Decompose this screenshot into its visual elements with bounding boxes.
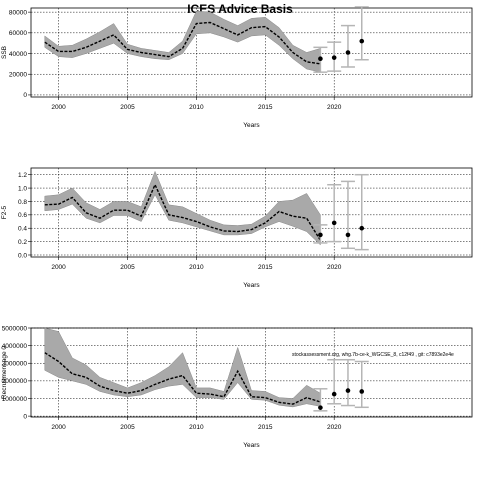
plot-frame xyxy=(30,167,473,258)
y-axis-label: Recruitment age 0 xyxy=(1,346,8,399)
y-tick-label: 0.0 xyxy=(18,252,27,259)
panels: 2000 2005 2010 2015 202002000040000600008000… xyxy=(1,6,473,449)
x-axis-label: Years xyxy=(243,122,260,129)
x-tick-label: 2010 xyxy=(189,264,204,271)
data-point xyxy=(318,232,323,238)
panel-2: 2000 2005 2010 2015 2020 0.0 0.2 0.4 0.6 0.8 1.0 1.… xyxy=(1,167,473,289)
y-tick-label: 20000 xyxy=(9,72,27,79)
y-tick-label: 0.6 xyxy=(18,212,27,219)
panel-3: 2000 2005 2010 2015 2020 0 1000000 2000000 30000… xyxy=(1,325,473,449)
x-tick-label: 2015 xyxy=(258,104,273,111)
y-tick-label: 80000 xyxy=(9,9,27,16)
x-tick-label: 2020 xyxy=(327,264,342,271)
data-point xyxy=(331,391,337,397)
x-tick-label: 2000 xyxy=(51,104,66,111)
y-tick-label: 2000000 xyxy=(2,378,28,385)
data-point xyxy=(331,55,337,60)
data-point xyxy=(359,389,365,394)
panel-1: 2000 2005 2010 2015 2020 0 20000 40000 60000 8000… xyxy=(1,6,473,129)
confidence-band xyxy=(44,170,321,246)
x-tick-label: 2005 xyxy=(120,424,135,431)
x-tick-label: 2000 xyxy=(51,424,66,431)
x-tick-label: 2000 xyxy=(51,264,66,271)
x-tick-label: 2020 xyxy=(327,104,342,111)
y-tick-label: 1000000 xyxy=(2,396,28,403)
x-tick-label: 2015 xyxy=(258,424,273,431)
x-axis-label: Years xyxy=(243,442,260,449)
data-point xyxy=(318,56,323,62)
estimate-line xyxy=(44,183,322,241)
y-tick-label: 5000000 xyxy=(2,325,28,332)
estimate-line xyxy=(44,352,321,405)
data-point xyxy=(359,38,365,44)
data-point xyxy=(359,225,365,231)
y-tick-label: 1.2 xyxy=(18,172,27,179)
data-point xyxy=(331,220,337,226)
y-tick-label: 3000000 xyxy=(2,361,28,368)
y-axis-label: SSB xyxy=(1,46,8,59)
plot-frame xyxy=(30,7,473,98)
y-axis-label: F2-5 xyxy=(1,205,8,219)
y-tick-label: 0 xyxy=(23,92,27,99)
data-point xyxy=(345,388,351,393)
x-tick-label: 2005 xyxy=(120,104,135,111)
x-tick-label: 2010 xyxy=(189,104,204,111)
y-tick-label: 0.4 xyxy=(18,226,27,233)
assessment-annotation: stockassessment.org, whg.7b-ce-k_WGCSE_8… xyxy=(292,352,454,358)
x-axis-label: Years xyxy=(243,282,260,289)
x-tick-label: 2010 xyxy=(189,424,204,431)
y-tick-label: 0.8 xyxy=(18,199,27,206)
data-point xyxy=(345,232,351,238)
y-tick-label: 0 xyxy=(23,413,27,420)
y-tick-label: 40000 xyxy=(9,51,27,58)
x-tick-label: 2020 xyxy=(327,424,342,431)
data-point xyxy=(318,405,323,410)
chart-title: ICES Advice Basis xyxy=(187,2,293,16)
y-tick-label: 1.0 xyxy=(18,185,27,192)
y-tick-label: 0.2 xyxy=(18,239,27,246)
x-tick-label: 2005 xyxy=(120,264,135,271)
estimate-line xyxy=(44,21,321,65)
y-tick-label: 60000 xyxy=(9,30,27,37)
data-point xyxy=(345,50,351,55)
x-tick-label: 2015 xyxy=(258,264,273,271)
y-tick-label: 4000000 xyxy=(2,343,28,350)
